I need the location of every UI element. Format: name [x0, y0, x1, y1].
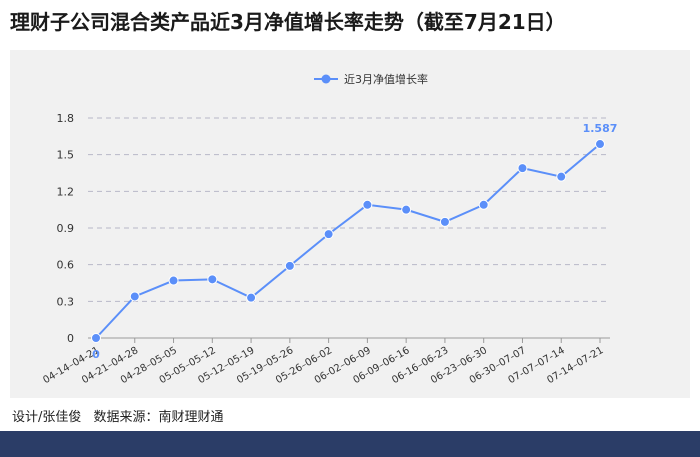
y-tick-label: 1.5 — [57, 149, 75, 162]
data-point — [595, 139, 605, 150]
y-tick-label: 0.6 — [57, 259, 75, 272]
data-source: 数据来源：南财理财通 — [93, 410, 224, 425]
y-tick-label: 0.9 — [57, 222, 75, 235]
data-point — [478, 199, 489, 210]
chart-panel: 0 0.3 0.6 0.9 1.2 1.5 1.8 04-14–04-21 04-21–04-2… — [10, 50, 690, 398]
data-point — [168, 275, 179, 286]
data-point — [91, 333, 101, 343]
data-point — [517, 163, 528, 174]
data-point — [129, 291, 140, 302]
y-tick-label: 1.8 — [57, 112, 75, 125]
data-point — [246, 292, 257, 303]
data-point — [439, 216, 450, 227]
y-tick-label: 0 — [67, 332, 74, 345]
designer-credit: 设计/张佳俊 — [12, 410, 82, 425]
line-chart: 00.30.60.91.21.51.804-14–04-2104-21–04-2… — [41, 72, 618, 386]
data-label: 0 — [92, 348, 100, 361]
data-point — [556, 171, 567, 182]
legend-label: 近3月净值增长率 — [344, 72, 428, 86]
data-point — [207, 274, 218, 285]
y-tick-label: 1.2 — [57, 185, 75, 198]
data-point — [284, 260, 295, 271]
series-line — [95, 143, 601, 339]
y-tick-label: 0.3 — [57, 295, 75, 308]
data-point — [323, 229, 334, 240]
footer-bar — [0, 431, 700, 457]
data-label: 1.587 — [583, 122, 618, 135]
data-point — [401, 204, 412, 215]
legend-marker — [321, 74, 331, 84]
credits: 设计/张佳俊 数据来源：南财理财通 — [12, 406, 232, 425]
page-title: 理财子公司混合类产品近3月净值增长率走势（截至7月21日） — [10, 10, 566, 34]
data-point — [362, 199, 373, 210]
